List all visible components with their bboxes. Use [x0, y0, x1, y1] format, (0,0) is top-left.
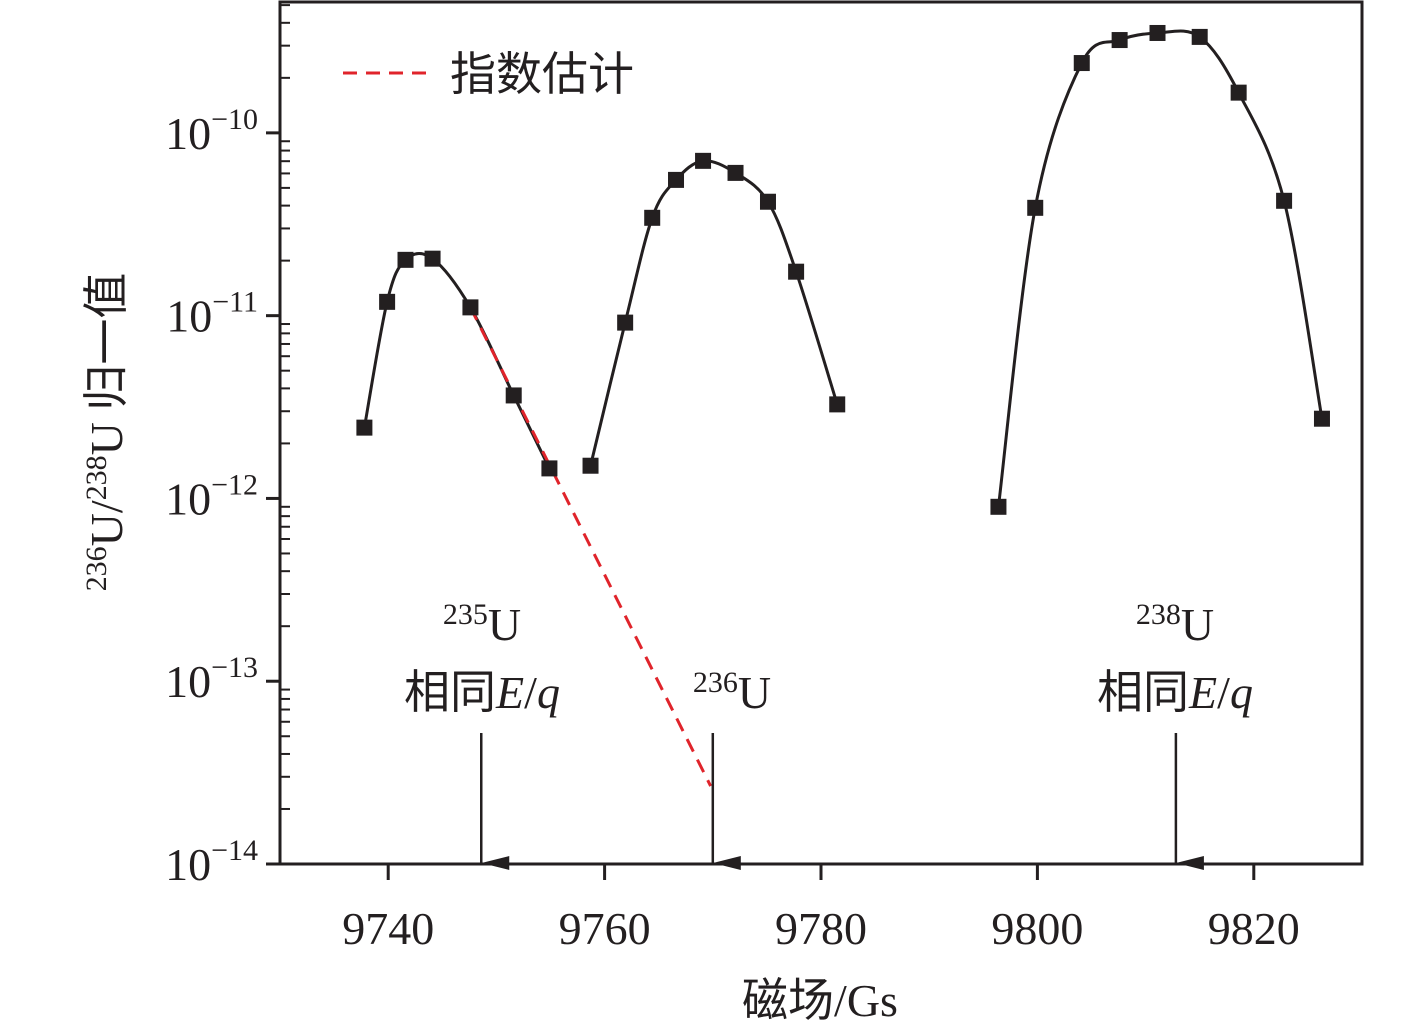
data-point	[1149, 24, 1166, 41]
data-point	[668, 171, 685, 188]
data-point	[462, 299, 479, 316]
data-point	[829, 396, 846, 413]
y-tick-label: 10−14	[165, 834, 258, 890]
data-point	[1276, 192, 1293, 209]
data-point	[505, 387, 522, 404]
legend-label: 指数估计	[450, 49, 634, 100]
svg-text:相同E/q: 相同E/q	[1097, 667, 1253, 718]
data-marks	[356, 24, 1330, 870]
svg-text:相同E/q: 相同E/q	[404, 667, 560, 718]
annotation-236U: 236U	[693, 666, 771, 718]
mass-number: 235	[443, 598, 488, 631]
data-point	[1027, 199, 1044, 216]
series-curve	[996, 29, 1324, 507]
annotation-238U: 238U 相同E/q	[1097, 598, 1253, 718]
x-axis-label: 磁场/Gs	[742, 975, 898, 1026]
data-point	[1111, 32, 1128, 49]
data-point	[617, 314, 634, 331]
x-tick-label: 9760	[559, 903, 651, 954]
data-point	[541, 460, 558, 477]
data-point	[990, 498, 1007, 515]
x-tick-label: 9780	[775, 903, 867, 954]
data-point	[1230, 84, 1247, 101]
series-curve	[362, 252, 551, 470]
data-point	[424, 250, 441, 267]
label-cn: 相同	[404, 667, 496, 718]
svg-text:235U: 235U	[443, 598, 521, 650]
data-point	[379, 293, 396, 310]
x-tick-label: 9800	[991, 903, 1083, 954]
annotation-235U: 235U 相同E/q	[404, 598, 560, 718]
data-point	[1191, 28, 1208, 45]
data-point	[644, 209, 661, 226]
y-tick-label: 10−10	[165, 103, 258, 159]
svg-text:238U: 238U	[1136, 598, 1214, 650]
data-point	[582, 457, 599, 474]
x-tick-label: 9740	[342, 903, 434, 954]
axes: 9740 9760 9780 9800 9820 10−10 10−11 10−12 10−13…	[165, 0, 1364, 954]
data-point	[356, 419, 373, 436]
data-point	[759, 193, 776, 210]
legend: 指数估计	[343, 49, 634, 100]
x-tick-label: 9820	[1208, 903, 1300, 954]
svg-text:236U: 236U	[693, 666, 771, 718]
data-point	[695, 152, 712, 169]
series-curve	[589, 159, 839, 467]
y-axis-label: 236U/238U 归一值	[80, 273, 132, 592]
y-tick-label: 10−12	[165, 468, 258, 524]
element-symbol: U	[488, 599, 521, 650]
data-point	[397, 251, 414, 268]
data-point	[1073, 55, 1090, 72]
data-point	[788, 263, 805, 280]
exponential-fit-line	[469, 306, 712, 787]
data-point	[1313, 410, 1330, 427]
data-point	[727, 164, 744, 181]
plot-frame	[278, 0, 1364, 866]
y-tick-label: 10−11	[166, 286, 258, 342]
y-tick-label: 10−13	[165, 651, 258, 707]
